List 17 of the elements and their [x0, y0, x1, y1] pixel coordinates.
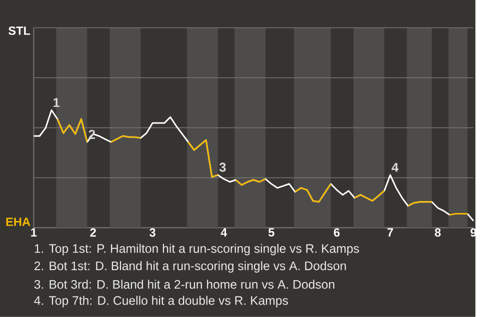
annotation: 3 — [219, 162, 226, 172]
x-tick-label: 6 — [334, 228, 340, 237]
x-tick-label: 4 — [220, 228, 228, 236]
x-tick-label: 7 — [387, 228, 393, 236]
x-tick-label: 2 — [90, 228, 96, 237]
annotation: 4 — [392, 162, 398, 172]
x-tick-label: 8 — [434, 228, 441, 237]
x-tick-label: 5 — [268, 228, 274, 237]
text: STL — [8, 26, 30, 35]
text: 1. Top 1st: P. Hamilton hit a run-scoring single vs R. Kamps — [34, 244, 360, 256]
x-tick-label: 1 — [31, 228, 37, 236]
text: EHA — [6, 218, 30, 226]
annotation: 1 — [54, 98, 60, 107]
text: 2. Bot 1st: D. Bland hit a run-scoring single vs A. Dodson — [34, 261, 346, 273]
text: 3. Bot 3rd: D. Bland hit a 2-run home run vs A. Dodson — [34, 280, 334, 289]
x-tick-label: 3 — [150, 228, 156, 237]
text: 4. Top 7th: D. Cuello hit a double vs R. Kamps — [34, 296, 288, 308]
